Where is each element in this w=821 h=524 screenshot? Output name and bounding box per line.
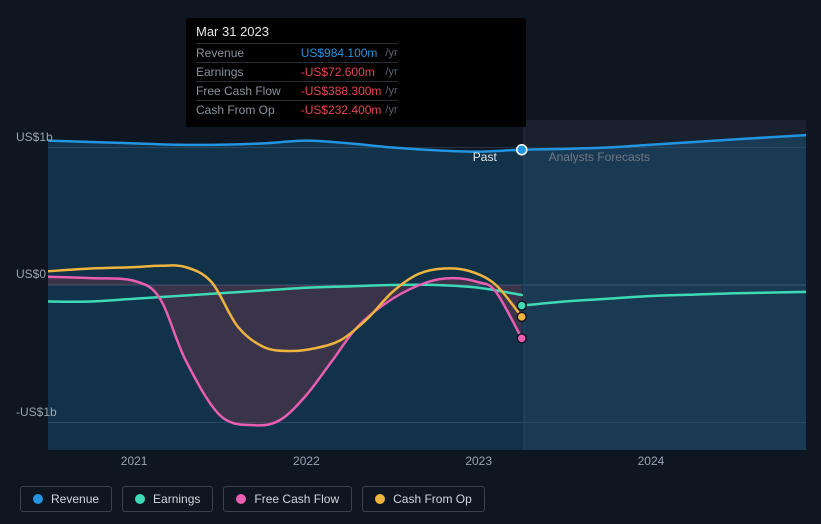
plot-area xyxy=(48,120,806,450)
financials-chart: { "tooltip": { "left": 186, "top": 18, "… xyxy=(0,0,821,524)
legend-dot-icon xyxy=(33,494,43,504)
legend: Revenue Earnings Free Cash Flow Cash From O… xyxy=(20,486,485,512)
tooltip-metric-value: US$984.100m xyxy=(301,44,382,63)
y-tick-label: -US$1b xyxy=(16,405,57,419)
tooltip-metric-label: Revenue xyxy=(196,44,301,63)
legend-item-revenue[interactable]: Revenue xyxy=(20,486,112,512)
tooltip-metric-unit: /yr xyxy=(381,63,397,82)
y-tick-label: US$1b xyxy=(16,130,53,144)
y-tick-label: US$0 xyxy=(16,267,46,281)
tooltip-date: Mar 31 2023 xyxy=(196,24,516,39)
legend-label: Cash From Op xyxy=(393,492,472,506)
tooltip-metric-label: Cash From Op xyxy=(196,101,301,120)
tooltip-table: RevenueUS$984.100m/yrEarnings-US$72.600m… xyxy=(196,43,398,119)
x-tick-label: 2023 xyxy=(465,454,492,468)
past-label: Past xyxy=(473,150,497,164)
legend-label: Earnings xyxy=(153,492,200,506)
tooltip-metric-value: -US$72.600m xyxy=(301,63,382,82)
forecasts-label: Analysts Forecasts xyxy=(549,150,650,164)
legend-item-cfo[interactable]: Cash From Op xyxy=(362,486,485,512)
tooltip-metric-value: -US$232.400m xyxy=(301,101,382,120)
legend-dot-icon xyxy=(236,494,246,504)
tooltip-row: RevenueUS$984.100m/yr xyxy=(196,44,398,63)
tooltip-metric-unit: /yr xyxy=(381,82,397,101)
x-tick-label: 2022 xyxy=(293,454,320,468)
tooltip-row: Earnings-US$72.600m/yr xyxy=(196,63,398,82)
legend-label: Revenue xyxy=(51,492,99,506)
tooltip-metric-unit: /yr xyxy=(381,101,397,120)
x-tick-label: 2021 xyxy=(121,454,148,468)
legend-item-earnings[interactable]: Earnings xyxy=(122,486,213,512)
tooltip-metric-unit: /yr xyxy=(381,44,397,63)
legend-label: Free Cash Flow xyxy=(254,492,339,506)
tooltip-metric-label: Earnings xyxy=(196,63,301,82)
legend-dot-icon xyxy=(135,494,145,504)
tooltip-metric-label: Free Cash Flow xyxy=(196,82,301,101)
legend-dot-icon xyxy=(375,494,385,504)
tooltip-metric-value: -US$388.300m xyxy=(301,82,382,101)
legend-item-fcf[interactable]: Free Cash Flow xyxy=(223,486,352,512)
tooltip-row: Free Cash Flow-US$388.300m/yr xyxy=(196,82,398,101)
tooltip-row: Cash From Op-US$232.400m/yr xyxy=(196,101,398,120)
x-tick-label: 2024 xyxy=(638,454,665,468)
chart-tooltip: Mar 31 2023 RevenueUS$984.100m/yrEarning… xyxy=(186,18,526,127)
